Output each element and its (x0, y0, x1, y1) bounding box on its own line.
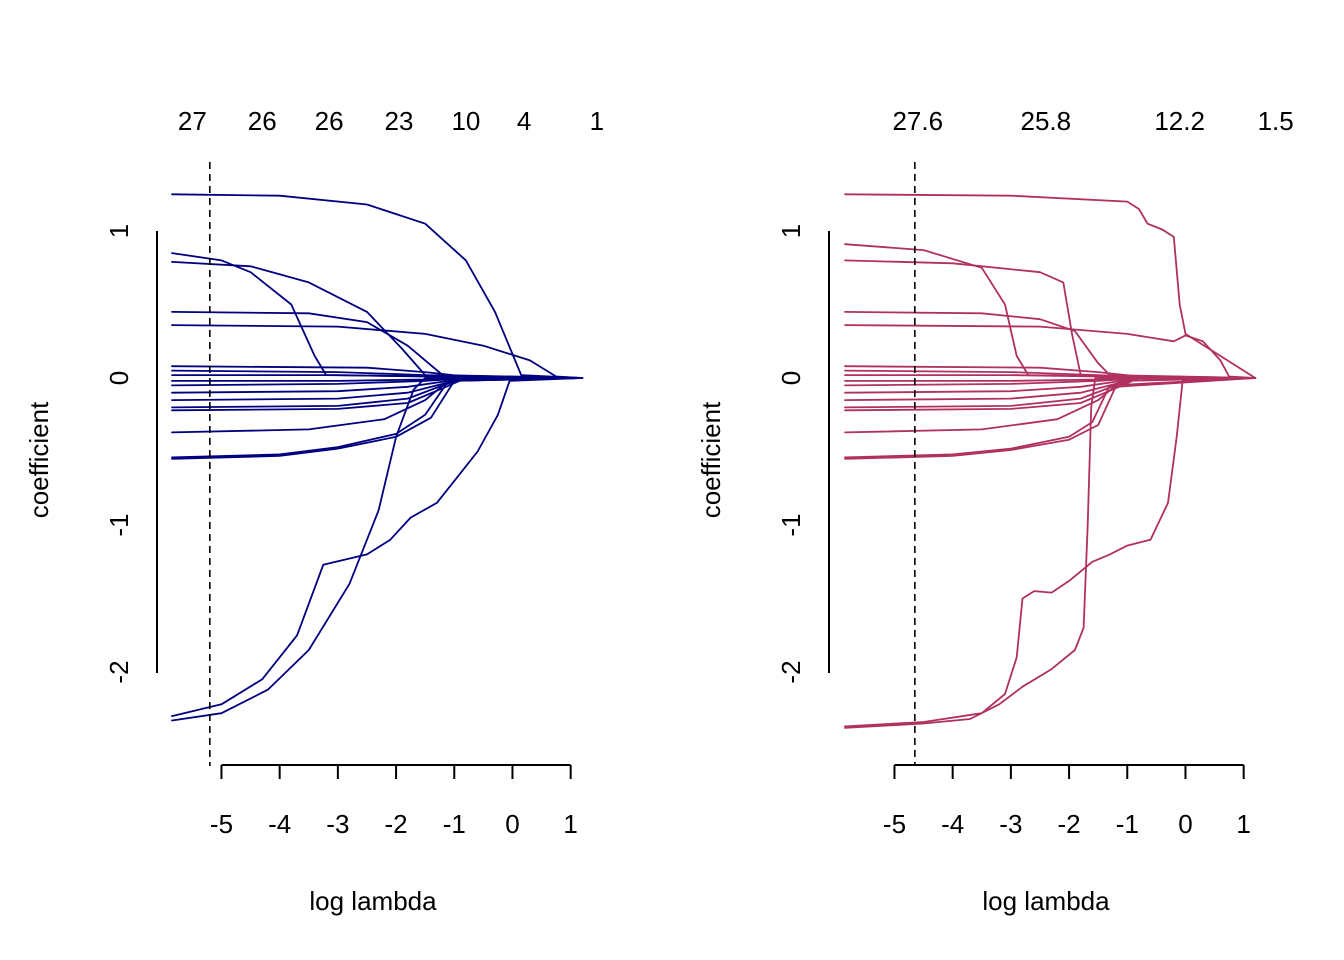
coefficient-path-18 (171, 377, 584, 717)
top-axis-label: 23 (385, 106, 414, 136)
coefficient-path-1 (844, 193, 1257, 379)
x-axis-title: log lambda (982, 886, 1110, 916)
top-axis-label: 27.6 (892, 106, 943, 136)
x-axis-title: log lambda (309, 886, 437, 916)
y-tick-label: 1 (776, 224, 806, 238)
top-axis-label: 12.2 (1154, 106, 1205, 136)
top-axis-label: 4 (517, 106, 531, 136)
y-tick-label: -1 (776, 513, 806, 536)
y-tick-label: 0 (104, 371, 134, 385)
y-tick-label: 0 (776, 371, 806, 385)
coefficient-path-5 (171, 324, 584, 379)
coefficient-path-2 (171, 252, 584, 379)
coefficient-path-18 (844, 377, 1257, 728)
x-tick-label: -4 (941, 809, 964, 839)
coefficient-path-2 (844, 243, 1257, 379)
coefficient-path-15 (844, 377, 1257, 434)
x-tick-label: -2 (385, 809, 408, 839)
top-axis-label: 26 (315, 106, 344, 136)
coefficient-path-19 (171, 377, 584, 722)
y-tick-label: 1 (104, 224, 134, 238)
x-tick-label: -3 (999, 809, 1022, 839)
y-axis-title: coefficient (696, 401, 726, 518)
coefficient-path-1 (171, 193, 584, 379)
left-panel: -2 -1 0 1 -5 -4 -3 -2 -1 0 1 log lambda coefficient 2… (24, 106, 604, 916)
coefficient-path-17 (171, 377, 584, 460)
x-tick-label: -1 (443, 809, 466, 839)
x-tick-label: 1 (1236, 809, 1250, 839)
y-tick-label: -2 (776, 660, 806, 683)
x-tick-label: 0 (1178, 809, 1192, 839)
coefficient-path-3 (171, 261, 584, 379)
x-tick-label: -5 (210, 809, 233, 839)
x-tick-label: -5 (883, 809, 906, 839)
x-tick-label: 0 (505, 809, 519, 839)
coefficient-path-16 (171, 377, 584, 459)
x-tick-label: -1 (1116, 809, 1139, 839)
top-axis-label: 26 (248, 106, 277, 136)
x-tick-label: -3 (326, 809, 349, 839)
top-axis-label: 1.5 (1258, 106, 1294, 136)
top-axis-label: 10 (451, 106, 480, 136)
coefficient-path-5 (844, 324, 1257, 379)
x-tick-label: 1 (563, 809, 577, 839)
coefficient-path-17 (844, 377, 1257, 460)
top-axis-label: 25.8 (1020, 106, 1071, 136)
coefficient-path-3 (844, 259, 1257, 379)
x-tick-label: -4 (268, 809, 291, 839)
coefficient-path-4 (171, 311, 584, 379)
right-panel: -2 -1 0 1 -5 -4 -3 -2 -1 0 1 log lambda coefficient 2… (696, 106, 1294, 916)
top-axis-label: 27 (178, 106, 207, 136)
top-axis-label: 1 (590, 106, 604, 136)
y-tick-label: -1 (104, 513, 134, 536)
y-axis-title: coefficient (24, 401, 54, 518)
coefficient-path-16 (844, 377, 1257, 459)
coefficient-path-19 (844, 377, 1257, 729)
x-tick-label: -2 (1058, 809, 1081, 839)
y-tick-label: -2 (104, 660, 134, 683)
